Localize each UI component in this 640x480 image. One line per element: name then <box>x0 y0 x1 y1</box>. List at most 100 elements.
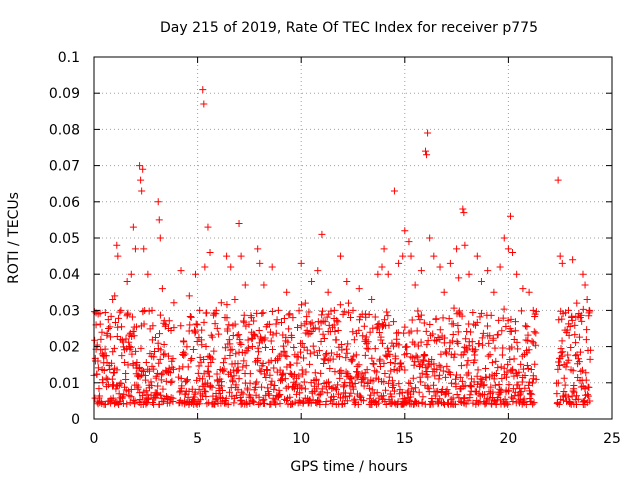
data-point <box>369 377 377 385</box>
data-point <box>375 328 383 336</box>
data-point-peak <box>405 238 413 246</box>
data-point <box>347 314 355 322</box>
data-point <box>218 378 226 386</box>
data-point <box>120 343 128 351</box>
data-point <box>495 381 503 389</box>
data-point <box>157 376 165 384</box>
data-point-peak <box>496 263 504 271</box>
data-point <box>232 350 240 358</box>
data-point <box>401 323 409 331</box>
data-point <box>117 379 125 387</box>
data-point <box>239 390 247 398</box>
data-point <box>530 328 538 336</box>
data-point <box>336 301 344 309</box>
data-point <box>449 320 457 328</box>
data-point <box>403 350 411 358</box>
data-point <box>392 355 400 363</box>
data-point <box>298 384 306 392</box>
data-point <box>150 353 158 361</box>
data-point <box>183 343 191 351</box>
data-point <box>159 385 167 393</box>
data-point <box>414 342 422 350</box>
data-point <box>291 370 299 378</box>
data-point <box>420 319 428 327</box>
data-point <box>266 320 274 328</box>
data-point <box>108 375 116 383</box>
data-point <box>210 400 218 408</box>
data-point <box>134 383 142 391</box>
data-point <box>123 400 131 408</box>
data-point <box>300 378 308 386</box>
data-point <box>445 389 453 397</box>
data-point <box>204 367 212 375</box>
data-point <box>321 318 329 326</box>
data-point-peak <box>461 241 469 249</box>
data-point <box>443 362 451 370</box>
data-point <box>98 328 106 336</box>
data-point-peak <box>154 198 162 206</box>
data-point <box>223 301 231 309</box>
data-point <box>578 317 586 325</box>
data-point <box>177 375 185 383</box>
data-point <box>491 344 499 352</box>
data-point <box>494 331 502 339</box>
data-point <box>436 336 444 344</box>
data-point <box>118 352 126 360</box>
data-point <box>397 363 405 371</box>
data-point-peak <box>268 263 276 271</box>
data-point-peak <box>227 263 235 271</box>
data-point <box>344 340 352 348</box>
x-tick-label: 25 <box>603 431 621 447</box>
data-point <box>566 400 574 408</box>
data-point <box>334 318 342 326</box>
data-point <box>494 364 502 372</box>
data-point <box>517 389 525 397</box>
data-point-peak <box>138 187 146 195</box>
data-point <box>377 336 385 344</box>
data-point <box>337 366 345 374</box>
data-point <box>141 306 149 314</box>
data-point <box>205 372 213 380</box>
data-point <box>235 375 243 383</box>
data-point <box>297 322 305 330</box>
data-point <box>331 328 339 336</box>
data-point <box>489 334 497 342</box>
data-point <box>102 374 110 382</box>
data-point <box>260 396 268 404</box>
data-point <box>580 397 588 405</box>
data-point-peak <box>297 259 305 267</box>
data-point <box>100 367 108 375</box>
data-point <box>436 326 444 334</box>
data-point <box>500 364 508 372</box>
data-point-peak <box>223 252 231 260</box>
data-point <box>254 344 262 352</box>
data-point <box>239 363 247 371</box>
data-point <box>464 397 472 405</box>
data-point <box>412 352 420 360</box>
data-point <box>322 398 330 406</box>
data-point <box>292 380 300 388</box>
data-point <box>366 328 374 336</box>
data-point <box>141 372 149 380</box>
data-point <box>500 305 508 313</box>
data-point <box>314 380 322 388</box>
data-point <box>261 334 269 342</box>
data-point <box>157 391 165 399</box>
data-point-peak <box>525 288 533 296</box>
data-point <box>351 380 359 388</box>
data-point <box>511 318 519 326</box>
data-point <box>509 395 517 403</box>
data-point <box>497 363 505 371</box>
data-point <box>432 315 440 323</box>
data-point <box>145 307 153 315</box>
data-point <box>288 334 296 342</box>
data-point <box>532 308 540 316</box>
data-point <box>416 362 424 370</box>
data-point <box>225 388 233 396</box>
data-point <box>297 348 305 356</box>
data-point <box>242 322 250 330</box>
data-point <box>240 357 248 365</box>
data-point <box>94 364 102 372</box>
data-point <box>208 333 216 341</box>
data-point <box>286 393 294 401</box>
